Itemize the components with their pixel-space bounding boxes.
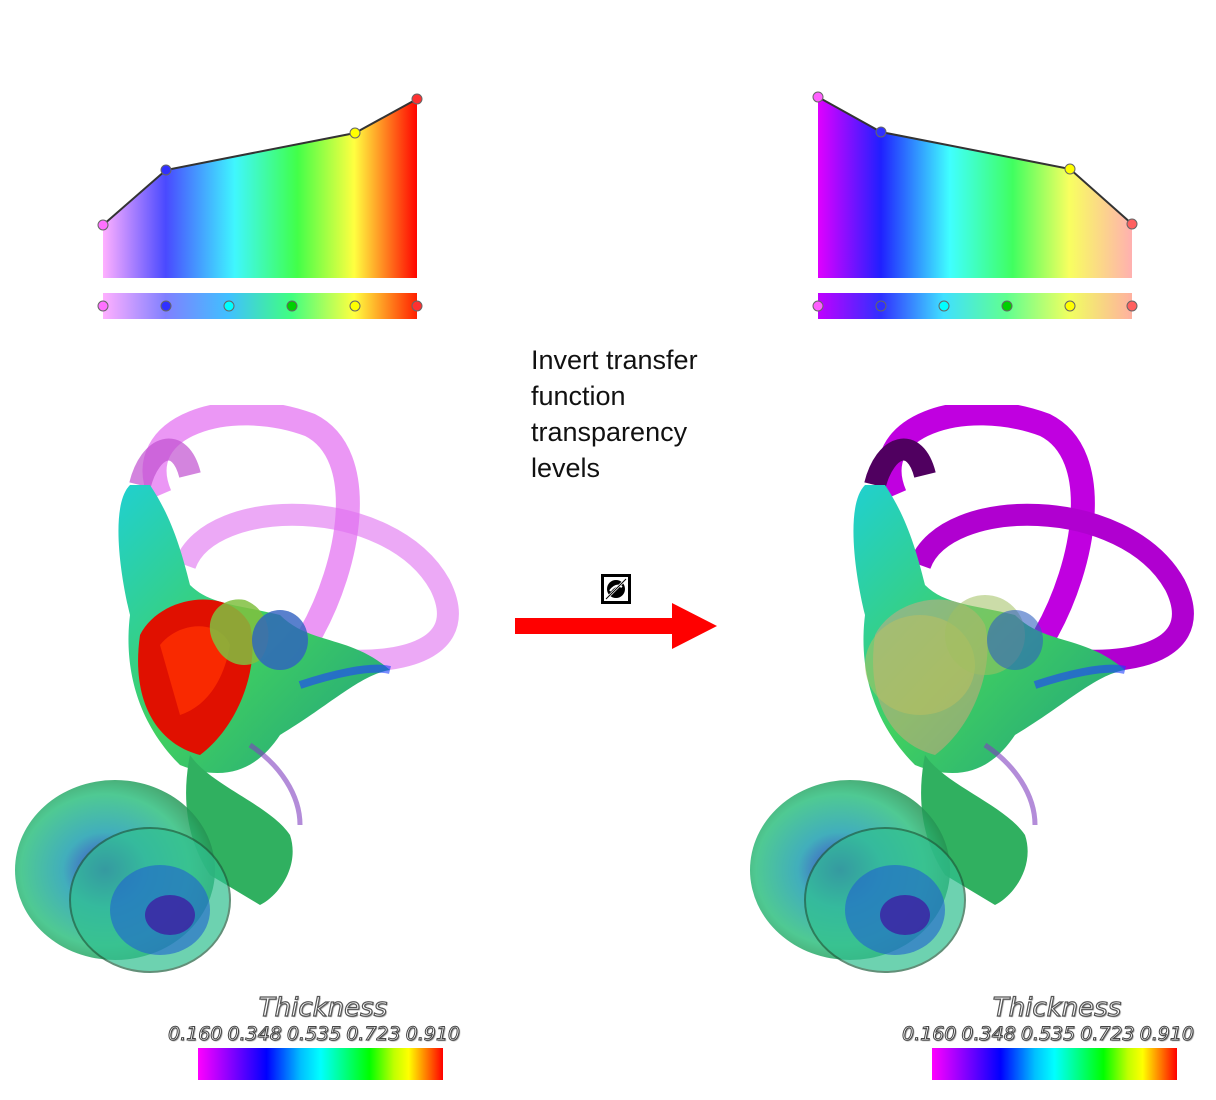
legend-title: Thickness <box>992 992 1122 1023</box>
right-color-map-bar <box>818 293 1132 319</box>
caption-text: Invert transfer function transparency le… <box>531 342 761 486</box>
right-color-node[interactable] <box>1126 300 1138 312</box>
left-color-node[interactable] <box>411 300 423 312</box>
left-opacity-node[interactable] <box>349 127 361 139</box>
left-color-node[interactable] <box>223 300 235 312</box>
legend-tick: 0.160 <box>901 1023 957 1046</box>
left-opacity-curve <box>102 98 418 226</box>
legend-tick: 0.535 <box>286 1023 342 1046</box>
left-color-node[interactable] <box>97 300 109 312</box>
transform-arrow <box>515 603 717 649</box>
right-opacity-curve <box>817 96 1133 225</box>
right-color-node[interactable] <box>812 300 824 312</box>
left-transfer-function-editor[interactable] <box>92 88 428 326</box>
legend-ticks: 0.160 0.348 0.535 0.723 0.910 <box>167 1023 468 1046</box>
right-opacity-node[interactable] <box>1064 163 1076 175</box>
right-opacity-node[interactable] <box>812 91 824 103</box>
legend-tick: 0.535 <box>1020 1023 1076 1046</box>
legend-color-bar <box>198 1048 443 1080</box>
right-color-node[interactable] <box>875 300 887 312</box>
left-opacity-node[interactable] <box>160 164 172 176</box>
right-color-node[interactable] <box>1001 300 1013 312</box>
invert-transparency-icon[interactable] <box>600 573 632 605</box>
legend-tick: 0.348 <box>961 1023 1016 1046</box>
legend-tick: 0.348 <box>227 1023 282 1046</box>
legend-tick: 0.160 <box>167 1023 223 1046</box>
caption-line: function <box>531 381 626 411</box>
right-opacity-node[interactable] <box>1126 218 1138 230</box>
left-opacity-node[interactable] <box>97 219 109 231</box>
legend-color-bar <box>932 1048 1177 1080</box>
right-inner-ear-render <box>750 405 1194 973</box>
right-opacity-area <box>818 97 1132 278</box>
left-color-node[interactable] <box>160 300 172 312</box>
left-color-node[interactable] <box>349 300 361 312</box>
left-thickness-legend: Thickness 0.160 0.348 0.535 0.723 0.910 <box>167 992 468 1080</box>
right-opacity-node[interactable] <box>875 126 887 138</box>
caption-line: levels <box>531 453 601 483</box>
left-opacity-node[interactable] <box>411 93 423 105</box>
legend-tick: 0.910 <box>1139 1023 1195 1046</box>
right-transfer-function-editor[interactable] <box>807 86 1143 324</box>
legend-title: Thickness <box>258 992 388 1023</box>
left-color-map-bar <box>103 293 417 319</box>
legend-tick: 0.723 <box>1080 1023 1135 1046</box>
legend-tick: 0.723 <box>346 1023 401 1046</box>
right-thickness-legend: Thickness 0.160 0.348 0.535 0.723 0.910 <box>901 992 1202 1080</box>
legend-ticks: 0.160 0.348 0.535 0.723 0.910 <box>901 1023 1202 1046</box>
left-inner-ear-render <box>15 405 459 973</box>
left-color-node[interactable] <box>286 300 298 312</box>
right-color-node[interactable] <box>938 300 950 312</box>
caption-line: transparency <box>531 417 688 447</box>
legend-tick: 0.910 <box>405 1023 461 1046</box>
right-color-node[interactable] <box>1064 300 1076 312</box>
caption-line: Invert transfer <box>531 345 698 375</box>
